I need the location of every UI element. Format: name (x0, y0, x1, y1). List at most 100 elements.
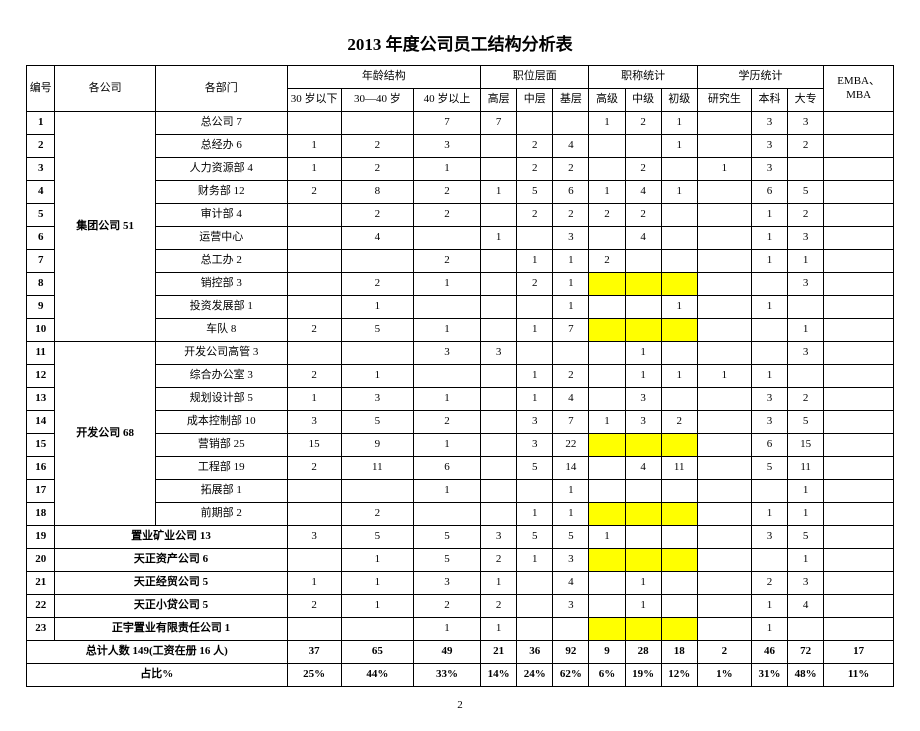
cell-age1: 2 (287, 319, 341, 342)
cell-age3: 1 (413, 273, 480, 296)
cell-edu3: 3 (788, 342, 824, 365)
cell-age1: 15 (287, 434, 341, 457)
cell-idx: 2 (27, 135, 55, 158)
cell-lv3: 3 (553, 549, 589, 572)
cell-edu3: 1 (788, 319, 824, 342)
cell-age2: 4 (341, 227, 413, 250)
cell-edu2 (751, 549, 787, 572)
cell-age2: 8 (341, 181, 413, 204)
percent-age3: 33% (413, 664, 480, 687)
cell-lv2: 1 (517, 503, 553, 526)
cell-age1: 2 (287, 365, 341, 388)
cell-lv3: 1 (553, 250, 589, 273)
cell-edu3 (788, 365, 824, 388)
cell-lv1 (481, 434, 517, 457)
cell-emba (824, 319, 894, 342)
table-row: 1集团公司 51总公司 77712133 (27, 112, 894, 135)
cell-lv2 (517, 296, 553, 319)
cell-tt1: 1 (589, 181, 625, 204)
cell-edu2: 1 (751, 204, 787, 227)
table-row: 3人力资源部 412122213 (27, 158, 894, 181)
cell-age3: 2 (413, 411, 480, 434)
cell-dept: 拓展部 1 (155, 480, 287, 503)
cell-tt3: 1 (661, 365, 697, 388)
cell-edu2: 2 (751, 572, 787, 595)
cell-emba (824, 273, 894, 296)
hdr-tt2: 中级 (625, 89, 661, 112)
cell-age2 (341, 618, 413, 641)
cell-tt3 (661, 480, 697, 503)
cell-tt1: 2 (589, 204, 625, 227)
cell-lv1 (481, 480, 517, 503)
cell-emba (824, 457, 894, 480)
hdr-company: 各公司 (55, 66, 156, 112)
cell-age1: 3 (287, 526, 341, 549)
hdr-edu3: 大专 (788, 89, 824, 112)
cell-age3: 3 (413, 135, 480, 158)
cell-tt2: 3 (625, 388, 661, 411)
cell-company-merged: 天正经贸公司 5 (55, 572, 287, 595)
cell-edu2: 1 (751, 296, 787, 319)
cell-lv3: 3 (553, 227, 589, 250)
hdr-age-group: 年龄结构 (287, 66, 481, 89)
cell-edu2: 3 (751, 526, 787, 549)
cell-dept: 人力资源部 4 (155, 158, 287, 181)
cell-tt3 (661, 158, 697, 181)
cell-tt3 (661, 319, 697, 342)
table-row: 22天正小贷公司 521223114 (27, 595, 894, 618)
cell-lv2 (517, 112, 553, 135)
cell-age2 (341, 112, 413, 135)
cell-idx: 21 (27, 572, 55, 595)
cell-edu3: 3 (788, 273, 824, 296)
hdr-emba: EMBA、MBA (824, 66, 894, 112)
cell-age1 (287, 618, 341, 641)
cell-emba (824, 618, 894, 641)
cell-tt3: 1 (661, 296, 697, 319)
cell-lv1 (481, 204, 517, 227)
cell-age1 (287, 273, 341, 296)
cell-lv3 (553, 342, 589, 365)
cell-age1 (287, 503, 341, 526)
cell-edu1 (697, 112, 751, 135)
cell-tt3 (661, 204, 697, 227)
cell-age1: 1 (287, 158, 341, 181)
cell-edu1 (697, 595, 751, 618)
cell-age2: 2 (341, 135, 413, 158)
cell-lv1: 3 (481, 526, 517, 549)
cell-lv3: 1 (553, 480, 589, 503)
hdr-edu-group: 学历统计 (697, 66, 823, 89)
cell-emba (824, 158, 894, 181)
cell-emba (824, 595, 894, 618)
cell-edu1 (697, 503, 751, 526)
cell-edu3: 5 (788, 411, 824, 434)
hdr-dept: 各部门 (155, 66, 287, 112)
cell-dept: 营销部 25 (155, 434, 287, 457)
cell-lv3: 2 (553, 365, 589, 388)
cell-tt2 (625, 135, 661, 158)
cell-dept: 总工办 2 (155, 250, 287, 273)
cell-age3: 1 (413, 434, 480, 457)
cell-age2: 1 (341, 365, 413, 388)
totals-tt1: 9 (589, 641, 625, 664)
cell-age3 (413, 365, 480, 388)
cell-tt1 (589, 618, 625, 641)
cell-tt1: 1 (589, 112, 625, 135)
cell-idx: 1 (27, 112, 55, 135)
cell-edu1 (697, 572, 751, 595)
cell-lv1: 7 (481, 112, 517, 135)
cell-emba (824, 549, 894, 572)
cell-age3: 1 (413, 319, 480, 342)
cell-age3: 5 (413, 549, 480, 572)
percent-row: 占比%25%44%33%14%24%62%6%19%12%1%31%48%11% (27, 664, 894, 687)
cell-edu3: 1 (788, 503, 824, 526)
cell-age1: 2 (287, 181, 341, 204)
cell-tt2 (625, 434, 661, 457)
cell-lv2: 1 (517, 250, 553, 273)
cell-edu3: 1 (788, 250, 824, 273)
cell-lv3: 4 (553, 572, 589, 595)
cell-age3: 1 (413, 388, 480, 411)
cell-tt3: 2 (661, 411, 697, 434)
percent-edu3: 48% (788, 664, 824, 687)
cell-lv2: 1 (517, 549, 553, 572)
cell-emba (824, 434, 894, 457)
